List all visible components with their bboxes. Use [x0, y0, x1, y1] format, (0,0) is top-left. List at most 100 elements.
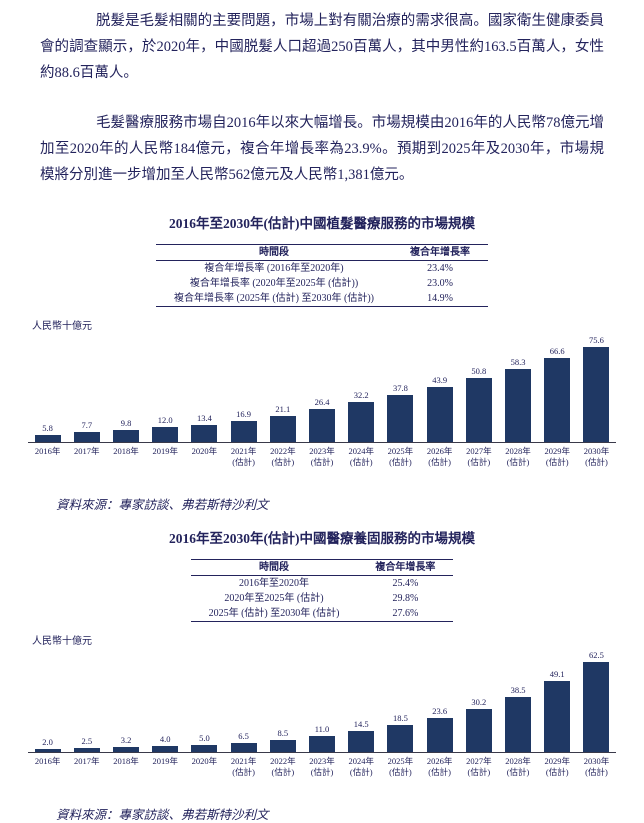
- bar-value-label: 4.0: [159, 734, 171, 745]
- bar: [309, 408, 336, 442]
- table-cell: 14.9%: [391, 291, 488, 307]
- bar-group: 30.2: [459, 697, 498, 752]
- bar: [269, 739, 296, 752]
- bar: [387, 394, 414, 442]
- x-axis-label: 2016年: [34, 446, 61, 456]
- chart-title: 2016年至2030年(估計)中國植髮醫療服務的市場規模: [169, 216, 475, 231]
- bar-group: 8.5: [263, 728, 302, 752]
- bar: [465, 708, 492, 752]
- bar-group: 13.4: [185, 413, 224, 442]
- bar: [73, 432, 100, 442]
- bar-value-label: 6.5: [238, 730, 249, 741]
- x-axis-label: 2026年 (估計): [426, 446, 453, 467]
- bar-group: 7.7: [67, 420, 106, 442]
- x-axis-label: 2018年: [113, 446, 139, 456]
- x-axis-label: 2026年 (估計): [426, 756, 453, 777]
- bar-group: 3.2: [106, 735, 145, 752]
- x-axis-label: 2024年 (估計): [348, 756, 374, 777]
- bar: [152, 746, 179, 752]
- bar: [230, 420, 257, 442]
- x-axis-label: 2017年: [74, 756, 100, 766]
- bar-group: 37.8: [381, 383, 420, 442]
- bar-group: 23.6: [420, 706, 459, 752]
- bar: [426, 718, 453, 752]
- bar-group: 14.5: [342, 719, 381, 752]
- bar-value-label: 9.8: [120, 417, 132, 428]
- bar-group: 32.2: [342, 389, 381, 442]
- x-axis-label: 2023年 (估計): [309, 446, 335, 467]
- bar-group: 18.5: [381, 713, 420, 752]
- bar-value-label: 49.1: [549, 669, 565, 680]
- x-axis-label: 2022年 (估計): [270, 756, 296, 777]
- table-cell: 2020年至2025年 (估計): [224, 593, 324, 604]
- y-axis-label: 人民幣十億元: [32, 636, 92, 647]
- table-row: 2020年至2025年 (估計) 29.8%: [191, 591, 454, 606]
- x-axis-label: 2018年: [113, 756, 139, 766]
- bar: [583, 662, 610, 752]
- table-row: 2025年 (估計) 至2030年 (估計) 27.6%: [190, 606, 454, 622]
- bar: [73, 748, 100, 752]
- table-header-cell: 時間段: [258, 247, 289, 258]
- bar-group: 75.6: [577, 335, 616, 442]
- bar-value-label: 32.2: [353, 389, 369, 400]
- x-axis-label: 2030年 (估計): [583, 446, 610, 467]
- x-axis-label: 2016年: [34, 756, 61, 766]
- bar-group: 26.4: [302, 397, 341, 442]
- x-axis-label: 2027年 (估計): [466, 756, 492, 777]
- bar: [191, 425, 218, 442]
- bar-value-label: 18.5: [392, 713, 408, 724]
- bar-group: 58.3: [498, 357, 537, 442]
- bar: [348, 401, 375, 442]
- bar: [505, 696, 532, 752]
- x-axis-label: 2027年 (估計): [466, 446, 492, 467]
- table-body: 複合年增長率 (2016年至2020年) 23.4% 複合年增長率 (2020年至2…: [156, 261, 488, 307]
- chart-title: 2016年至2030年(估計)中國醫療養固服務的市場規模: [169, 531, 475, 546]
- bar-group: 9.8: [106, 418, 145, 442]
- bar-group: 2.5: [67, 736, 106, 752]
- plot-area: 5.8 7.7 9.8 12.0 13.4 16.9 21.1 26.4 32.2 37.8 43.…: [28, 334, 616, 443]
- x-axis-label: 2019年: [152, 446, 178, 456]
- bar-group: 5.8: [28, 423, 67, 442]
- bar-value-label: 43.9: [432, 374, 448, 385]
- bar-chart: 2.0 2.5 3.2 4.0 5.0 6.5 8.5 11.0 14.5 18.5 23.6 30.…: [28, 649, 616, 778]
- bar-value-label: 23.6: [432, 706, 448, 716]
- table-header-cell: 複合年增長率: [409, 247, 470, 258]
- bar-value-label: 62.5: [589, 650, 604, 660]
- x-axis-label: 2029年 (估計): [544, 446, 570, 467]
- cagr-table: 時間段 複合年增長率 複合年增長率 (2016年至2020年) 23.4% 複合年增長…: [156, 244, 488, 307]
- bar-value-label: 21.1: [275, 403, 291, 414]
- bar-group: 38.5: [498, 685, 537, 752]
- x-axis-label: 2017年: [74, 446, 100, 456]
- bar-value-label: 2.0: [42, 737, 53, 748]
- bar-value-label: 50.8: [471, 366, 487, 377]
- table-cell: 複合年增長率 (2016年至2020年): [204, 263, 344, 274]
- table-row: 複合年增長率 (2020年至2025年 (估計)) 23.0%: [156, 276, 488, 291]
- chart-section-hair-transplant: 2016年至2030年(估計)中國植髮醫療服務的市場規模 時間段 複合年增長率 複…: [28, 212, 616, 513]
- bar-group: 4.0: [146, 734, 185, 752]
- x-axis-label: 2022年 (估計): [270, 446, 296, 467]
- bar-group: 11.0: [302, 724, 341, 752]
- bar: [426, 386, 453, 442]
- bar-value-label: 14.5: [353, 719, 369, 730]
- source-note: 資料來源：專家訪談、弗若斯特沙利文: [56, 498, 269, 512]
- x-axis-labels: 2016年 2017年 2018年 2019年 2020年 2021年 (估計) 2022年…: [28, 753, 616, 778]
- x-axis-label: 2025年 (估計): [387, 446, 414, 467]
- bar: [113, 747, 139, 752]
- table-cell: 23.4%: [427, 263, 453, 274]
- x-axis-label: 2030年 (估計): [583, 756, 610, 777]
- body-paragraph-hair-loss: 脱髮是毛髮相關的主要問題，市場上對有關治療的需求很高。國家衛生健康委員會的調查顯…: [40, 13, 604, 81]
- bar-value-label: 16.9: [236, 408, 252, 419]
- table-cell: 23.0%: [427, 278, 453, 289]
- x-axis-label: 2021年 (估計): [230, 756, 257, 777]
- bar: [387, 725, 414, 752]
- bar-value-label: 11.0: [314, 724, 330, 735]
- bar-group: 43.9: [420, 375, 459, 442]
- bar-group: 66.6: [538, 346, 577, 442]
- bar-value-label: 3.2: [120, 735, 132, 746]
- bar: [113, 429, 139, 442]
- x-axis-label: 2029年 (估計): [544, 756, 570, 777]
- x-axis-label: 2025年 (估計): [387, 756, 414, 777]
- bar-value-label: 12.0: [157, 414, 173, 425]
- table-cell: 2025年 (估計) 至2030年 (估計): [190, 606, 358, 622]
- bar: [34, 434, 61, 442]
